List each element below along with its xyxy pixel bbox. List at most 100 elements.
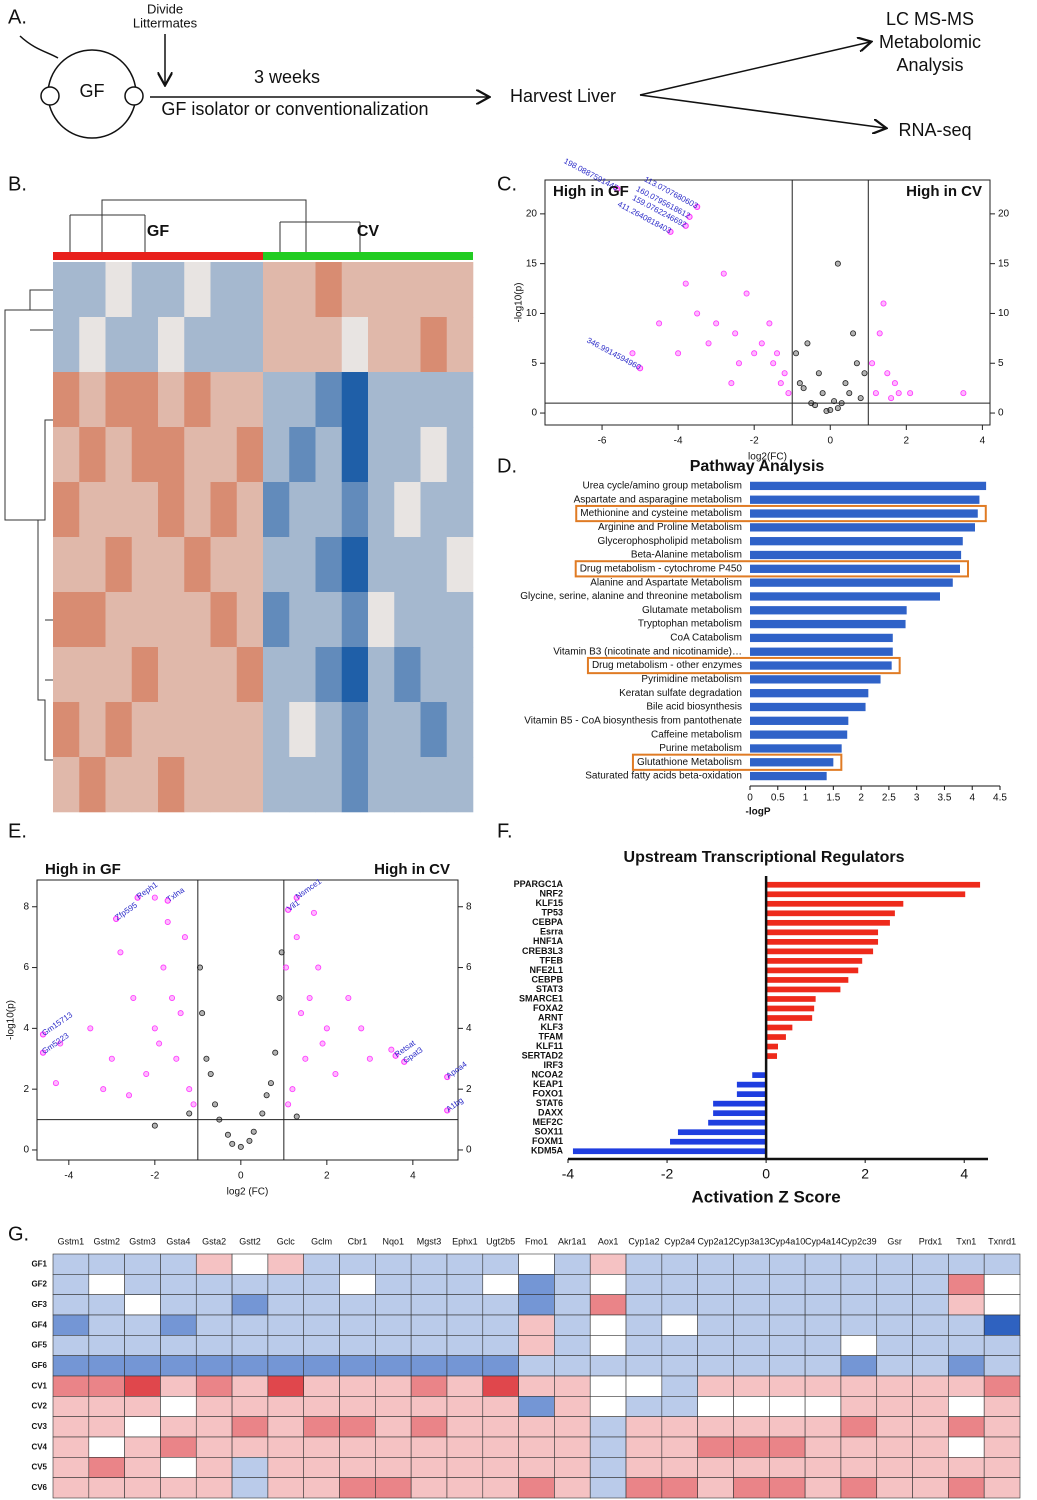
diagram-text: 3 weeks	[254, 67, 320, 87]
category-label: ARNT	[538, 1012, 563, 1022]
heatmap-cell	[394, 647, 421, 703]
heatmap-cell	[948, 1274, 985, 1295]
heatmap-cell	[303, 1375, 340, 1397]
heatmap-cell	[184, 317, 211, 373]
heatmap-cell	[697, 1436, 734, 1458]
heatmap-cell	[661, 1335, 698, 1356]
labeled-point	[686, 213, 693, 220]
bar	[750, 550, 962, 560]
category-label: IRF3	[543, 1060, 563, 1070]
x-tick-label: -4	[562, 1166, 575, 1182]
heatmap-cell	[236, 317, 264, 373]
heatmap-cell	[625, 1253, 663, 1275]
point	[781, 370, 788, 377]
heatmap-cell	[589, 1416, 627, 1438]
bar	[750, 771, 827, 781]
heatmap-cell	[420, 592, 448, 648]
heatmap-cell	[263, 592, 290, 648]
x-tick-label: -2	[661, 1166, 674, 1182]
heatmap-cell	[195, 1274, 233, 1295]
column-label: Gstt2	[239, 1236, 261, 1246]
heatmap-cell	[105, 702, 133, 758]
heatmap-cell	[394, 372, 421, 428]
heatmap-cell	[79, 537, 106, 593]
heatmap-cell	[446, 702, 474, 758]
heatmap-cell	[160, 1477, 197, 1499]
heatmap-cell	[983, 1416, 1021, 1438]
heatmap-cell	[768, 1416, 806, 1438]
x-axis-label: Activation Z Score	[691, 1187, 840, 1206]
heatmap-cell	[124, 1274, 161, 1295]
heatmap-cell	[840, 1355, 878, 1377]
heatmap-cell	[303, 1436, 340, 1458]
heatmap-cell	[733, 1416, 770, 1438]
x-axis-label: log2 (FC)	[227, 1187, 269, 1198]
heatmap-cell	[375, 1274, 412, 1295]
heatmap-cell	[210, 262, 238, 318]
bar	[750, 606, 907, 615]
category-label: Bile acid biosynthesis	[646, 702, 742, 713]
point	[203, 1055, 210, 1062]
column-label: Txnrd1	[988, 1236, 1016, 1246]
heatmap-cell	[124, 1457, 161, 1478]
heatmap-cell	[733, 1396, 770, 1417]
heatmap-cell	[263, 702, 290, 758]
heatmap-cell	[948, 1436, 985, 1458]
heatmap-cell	[840, 1396, 878, 1417]
heatmap-cell	[53, 702, 80, 758]
heatmap-cell	[420, 537, 448, 593]
heatmap-cell	[733, 1294, 770, 1316]
point	[777, 380, 784, 387]
category-label: Saturated fatty acids beta-oxidation	[585, 771, 742, 782]
heatmap-cell	[518, 1253, 555, 1275]
heatmap-cell	[876, 1396, 913, 1417]
column-label: Nqo1	[382, 1236, 404, 1246]
bar	[766, 929, 879, 936]
heatmap-cell	[840, 1416, 878, 1438]
heatmap-cell	[53, 427, 80, 483]
point	[117, 949, 124, 956]
group-bar	[263, 252, 473, 260]
heatmap-cell	[394, 537, 421, 593]
heatmap-cell	[948, 1314, 985, 1336]
column-label: Cyp2c39	[841, 1236, 877, 1246]
heatmap-cell	[804, 1436, 842, 1458]
category-label: Arginine and Proline Metabolism	[598, 522, 742, 533]
heatmap-cell	[267, 1477, 305, 1499]
heatmap-cell	[158, 647, 185, 703]
heatmap-cell	[446, 317, 474, 373]
x-tick-label: 3	[914, 793, 920, 804]
heatmap-cell	[88, 1436, 125, 1458]
point	[289, 1086, 296, 1093]
category-label: Caffeine metabolism	[651, 729, 742, 740]
heatmap-cell	[394, 702, 421, 758]
category-label: Glutathione Metabolism	[637, 757, 742, 768]
heatmap-cell	[88, 1355, 125, 1377]
y-tick-label: 4	[466, 1023, 472, 1034]
category-label: TP53	[541, 908, 563, 918]
column-label: Gclm	[311, 1236, 332, 1246]
x-tick-label: 0	[238, 1171, 244, 1182]
heatmap-cell	[210, 647, 238, 703]
heatmap-cell	[375, 1375, 412, 1397]
heatmap-cell	[158, 262, 185, 318]
diagram-text: GF	[80, 81, 105, 101]
category-label: Glycerophospholipid metabolism	[597, 536, 742, 547]
heatmap-cell	[79, 757, 106, 813]
heatmap-cell	[589, 1253, 627, 1275]
point	[250, 1128, 257, 1135]
category-label: Drug metabolism - cytochrome P450	[580, 563, 743, 574]
heatmap-cell	[420, 647, 448, 703]
column-label: Gstm2	[93, 1236, 120, 1246]
row-label: GF2	[31, 1280, 47, 1289]
heatmap-cell	[160, 1314, 197, 1336]
heatmap-cell	[625, 1314, 663, 1336]
bar	[766, 881, 981, 888]
heatmap-cell	[210, 372, 238, 428]
heatmap-cell	[79, 427, 106, 483]
panel-label: C.	[497, 173, 517, 195]
heatmap-cell	[446, 1253, 484, 1275]
heatmap-cell	[768, 1477, 806, 1499]
heatmap-cell	[124, 1436, 161, 1458]
bar	[766, 919, 890, 926]
